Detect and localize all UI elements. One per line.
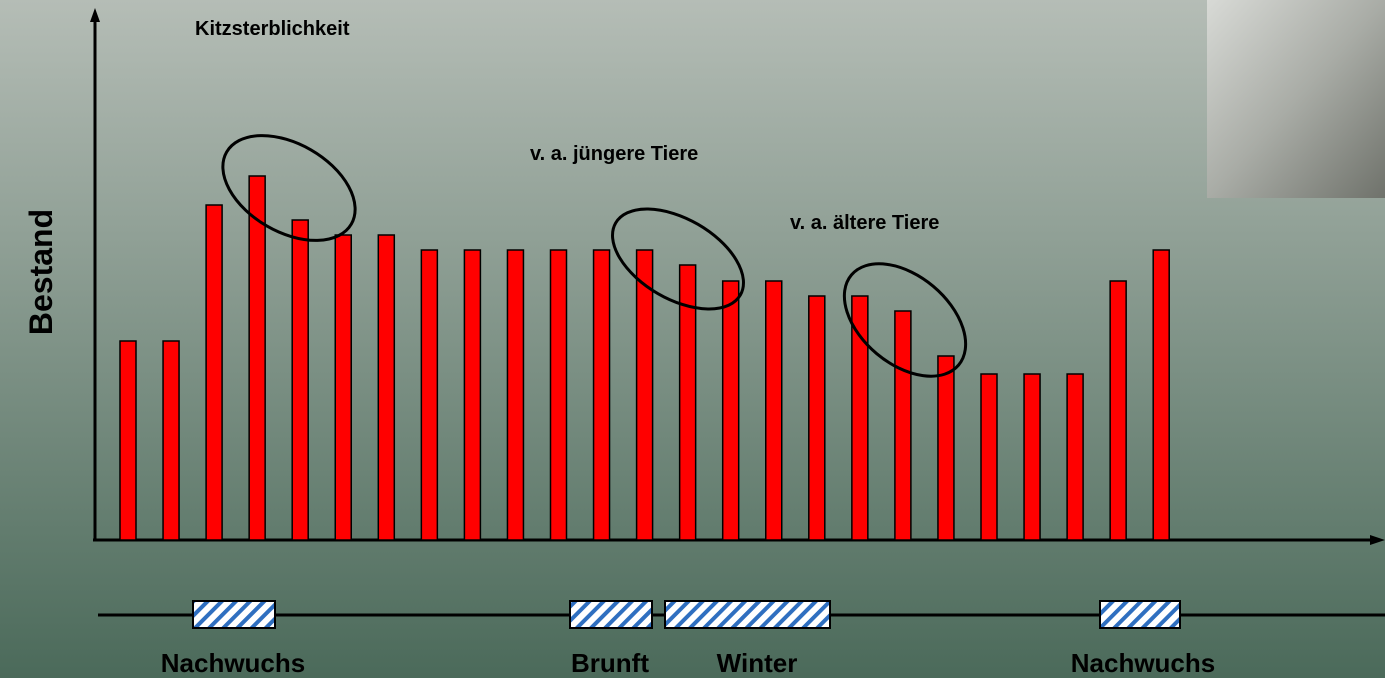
- bar: [1066, 373, 1084, 541]
- bar: [334, 234, 352, 541]
- annotation: v. a. jüngere Tiere: [530, 143, 698, 165]
- bar: [205, 204, 223, 541]
- bar: [937, 355, 955, 541]
- bar: [119, 340, 137, 541]
- highlight-ellipse: [842, 262, 968, 378]
- bar: [377, 234, 396, 541]
- y-arrow: [90, 8, 100, 22]
- highlight-ellipse: [611, 207, 745, 311]
- annotation: v. a. ältere Tiere: [790, 212, 939, 234]
- bar: [420, 249, 439, 541]
- season-box: [569, 600, 653, 629]
- bar: [248, 175, 266, 541]
- bars: [119, 175, 1170, 541]
- bar: [1152, 249, 1170, 541]
- season-label: Winter: [717, 648, 798, 678]
- x-arrow: [1370, 535, 1385, 545]
- bar: [291, 219, 309, 541]
- bar: [463, 249, 482, 541]
- season-label: Nachwuchs: [161, 648, 306, 678]
- season-box: [664, 600, 831, 629]
- season-box: [192, 600, 276, 629]
- bar: [1109, 280, 1127, 541]
- season-label: Nachwuchs: [1071, 648, 1216, 678]
- bar: [678, 264, 697, 541]
- bar: [635, 249, 654, 541]
- bar: [808, 295, 826, 541]
- season-box: [1099, 600, 1181, 629]
- bar: [980, 373, 998, 541]
- y-axis-label: Bestand: [23, 209, 59, 335]
- season-label: Brunft: [571, 648, 649, 678]
- highlight-ellipse: [221, 134, 357, 242]
- bar: [1023, 373, 1041, 541]
- bar: [721, 280, 740, 541]
- bar: [851, 295, 869, 541]
- bar: [506, 249, 525, 541]
- bar: [592, 249, 611, 541]
- chart-title: Kitzsterblichkeit: [195, 18, 350, 40]
- bar: [549, 249, 568, 541]
- bar: [162, 340, 180, 541]
- bar: [894, 310, 912, 541]
- bar: [765, 280, 783, 541]
- photo: [1207, 0, 1385, 198]
